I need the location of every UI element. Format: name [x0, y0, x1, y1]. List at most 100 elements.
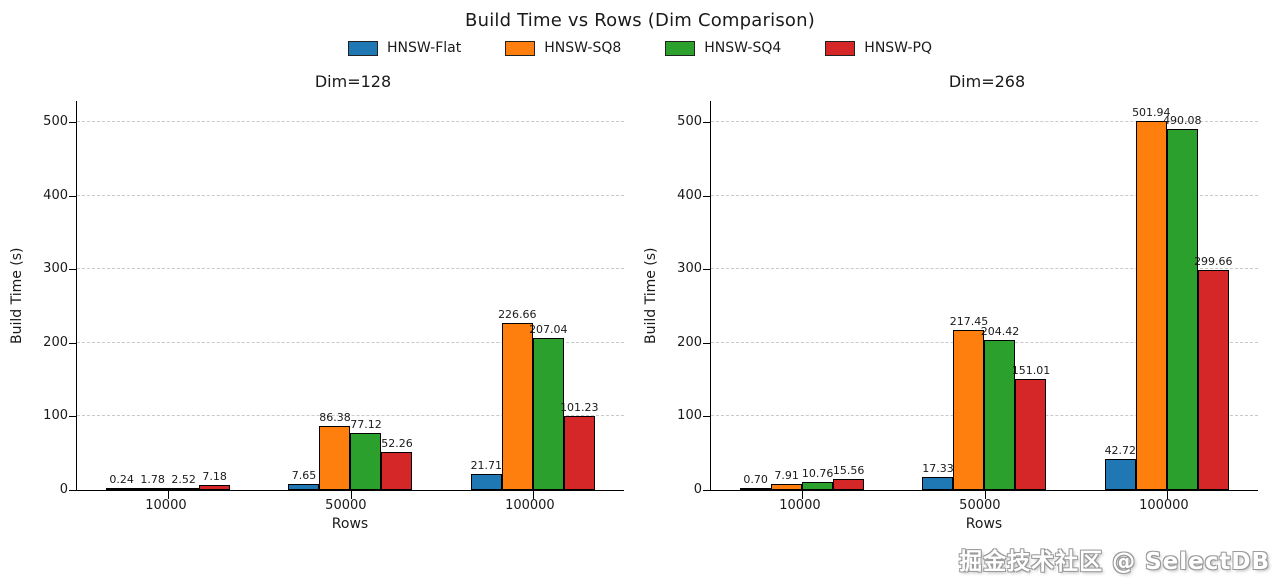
bar-HNSW-SQ4 — [1166, 129, 1198, 490]
subplot-title-dim128: Dim=128 — [314, 72, 392, 91]
bar-group-100000: 21.71 226.66 207.04 101.23 — [471, 308, 599, 490]
bar-column: 21.71 — [471, 459, 502, 490]
bar-value-label: 204.42 — [980, 324, 1020, 338]
y-tick-mark — [69, 195, 77, 197]
x-tick-labels: 10000 50000 100000 — [76, 498, 624, 513]
bar-column: 501.94 — [1132, 106, 1171, 490]
y-tick-label: 0 — [59, 482, 68, 497]
bar-column: 2.52 — [168, 473, 200, 490]
bar-value-label: 101.23 — [560, 400, 599, 414]
bar-HNSW-SQ8 — [1135, 120, 1167, 490]
bar-value-label: 1.78 — [140, 473, 165, 486]
subplot: Dim=128 Build Time (s) 0 100 200 300 400 500 0… — [6, 72, 640, 532]
bar-column: 0.70 — [740, 473, 772, 490]
legend-item: HNSW-SQ4 — [665, 40, 781, 56]
bar-value-label: 501.94 — [1132, 105, 1171, 119]
y-tick-label: 500 — [43, 114, 68, 130]
bar-column: 7.65 — [288, 469, 320, 490]
bar-value-label: 7.91 — [774, 469, 799, 483]
y-tick-mark — [703, 269, 711, 271]
y-tick-mark — [69, 342, 77, 344]
bar-HNSW-SQ8 — [953, 330, 985, 490]
bar-HNSW-PQ — [199, 484, 231, 490]
bar-value-label: 15.56 — [832, 463, 865, 477]
plot-row: Build Time (s) 0 100 200 300 400 500 0.24 1.78 2… — [6, 101, 640, 499]
bar-value-label: 21.71 — [470, 459, 503, 473]
bar-value-label: 2.52 — [171, 473, 196, 486]
y-tick-label: 500 — [677, 114, 702, 130]
legend-label: HNSW-Flat — [387, 40, 462, 56]
bar-HNSW-PQ — [563, 415, 595, 490]
bar-column: 207.04 — [529, 323, 568, 490]
y-tick-mark — [703, 342, 711, 344]
y-tick-label: 100 — [677, 408, 702, 424]
bar-column: 42.72 — [1105, 444, 1136, 490]
legend-swatch — [348, 40, 378, 56]
y-tick-label: 0 — [693, 482, 702, 497]
y-tick-label: 400 — [43, 187, 68, 203]
y-tick-label: 300 — [43, 261, 68, 277]
x-tick-label: 10000 — [145, 498, 187, 513]
bar-value-label: 226.66 — [498, 308, 537, 322]
bar-column: 7.91 — [771, 469, 803, 490]
bar-column: 86.38 — [319, 411, 351, 490]
bar-column: 10.76 — [802, 467, 833, 490]
y-tick-mark — [69, 490, 77, 491]
bar-value-label: 52.26 — [381, 436, 413, 450]
bar-column: 1.78 — [137, 473, 169, 490]
y-tick-mark — [703, 416, 711, 418]
bar-HNSW-SQ8 — [501, 323, 533, 490]
bar-group-10000: 0.24 1.78 2.52 7.18 — [106, 469, 231, 490]
x-tick-label: 10000 — [779, 498, 821, 513]
subplot-title-dim268: Dim=268 — [948, 72, 1026, 91]
bar-group-10000: 0.70 7.91 10.76 15.56 — [740, 464, 864, 490]
bar-HNSW-SQ8 — [137, 488, 169, 490]
y-tick-label: 200 — [43, 334, 68, 350]
bar-value-label: 42.72 — [1104, 443, 1137, 457]
x-tick-label: 100000 — [1139, 498, 1189, 513]
bar-HNSW-PQ — [1015, 378, 1047, 490]
y-tick-mark — [703, 490, 711, 491]
bar-column: 101.23 — [560, 401, 599, 490]
bar-HNSW-Flat — [288, 484, 320, 490]
bar-HNSW-SQ8 — [771, 484, 803, 490]
legend-swatch — [665, 40, 696, 56]
bar-value-label: 0.70 — [743, 473, 768, 486]
x-tick-label: 50000 — [325, 498, 367, 513]
y-tick-mark — [69, 416, 77, 418]
bar-group-50000: 7.65 86.38 77.12 52.26 — [288, 411, 413, 490]
bar-value-label: 7.18 — [202, 469, 227, 483]
bar-column: 151.01 — [1012, 364, 1050, 490]
bar-value-label: 17.33 — [922, 462, 954, 476]
bar-HNSW-PQ — [833, 478, 865, 490]
bar-HNSW-PQ — [1197, 269, 1229, 490]
x-axis-label: Rows — [965, 516, 1003, 532]
bar-column: 490.08 — [1163, 114, 1202, 490]
bar-groups: 0.70 7.91 10.76 15.56 17.33 217.45 204.42 151.0… — [711, 101, 1258, 490]
charts-container: Dim=128 Build Time (s) 0 100 200 300 400 500 0… — [0, 72, 1280, 532]
bar-column: 17.33 — [922, 462, 954, 490]
y-tick-label: 200 — [677, 334, 702, 350]
y-tick-label: 400 — [677, 187, 702, 203]
bar-HNSW-SQ4 — [350, 433, 382, 490]
bar-HNSW-Flat — [740, 488, 772, 490]
legend-item: HNSW-PQ — [825, 40, 932, 56]
bar-HNSW-SQ4 — [532, 337, 564, 490]
subplot: Dim=268 Build Time (s) 0 100 200 300 400 500 0… — [640, 72, 1274, 532]
legend-label: HNSW-PQ — [864, 40, 932, 56]
y-tick-label: 300 — [677, 261, 702, 277]
x-tick-label: 50000 — [959, 498, 1001, 513]
bar-column: 204.42 — [981, 325, 1019, 490]
legend: HNSW-Flat HNSW-SQ8 HNSW-SQ4 HNSW-PQ — [0, 40, 1280, 56]
legend-item: HNSW-Flat — [348, 40, 461, 56]
legend-label: HNSW-SQ4 — [704, 40, 782, 56]
x-tick-mark — [1166, 491, 1168, 499]
figure-title: Build Time vs Rows (Dim Comparison) — [465, 10, 815, 31]
x-tick-mark — [350, 491, 352, 499]
legend-item: HNSW-SQ8 — [505, 40, 621, 56]
y-tick-mark — [69, 269, 77, 271]
bar-value-label: 299.66 — [1194, 254, 1233, 268]
plot-row: Build Time (s) 0 100 200 300 400 500 0.70 7.91 1… — [640, 101, 1274, 499]
bar-column: 0.24 — [106, 473, 138, 490]
x-tick-labels: 10000 50000 100000 — [710, 498, 1258, 513]
